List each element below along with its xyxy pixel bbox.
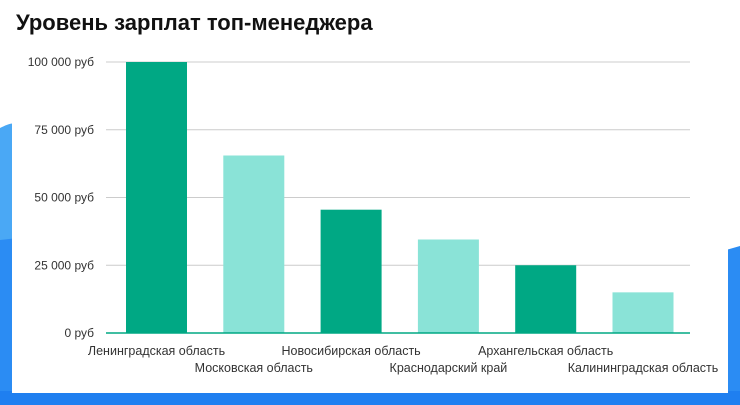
bars [126,62,674,333]
gridlines [106,61,690,266]
x-tick-label: Архангельская область [478,344,613,358]
x-tick-label: Краснодарский край [390,361,508,375]
x-tick-label: Калининградская область [568,361,719,375]
x-tick-label: Новосибирская область [281,344,420,358]
bar [612,292,674,333]
y-tick-label: 50 000 руб [34,191,94,205]
bar [515,265,577,333]
bottom-blue-band [0,391,740,405]
bar [223,155,285,333]
x-tick-label: Московская область [195,361,313,375]
x-tick-label: Ленинградская область [88,344,225,358]
bar [320,209,382,333]
x-axis-labels: Ленинградская область Московская область Н… [88,344,718,375]
chart-title: Уровень зарплат топ-менеджера [16,10,373,35]
bar [417,239,479,333]
y-axis-ticks: 0 руб 25 000 руб 50 000 руб 75 000 руб 100 0… [28,55,94,340]
y-tick-label: 100 000 руб [28,55,94,69]
bar [126,62,187,333]
right-blue-wave [726,246,740,405]
y-tick-label: 0 руб [64,326,94,340]
y-tick-label: 75 000 руб [34,123,94,137]
y-tick-label: 25 000 руб [34,258,94,272]
